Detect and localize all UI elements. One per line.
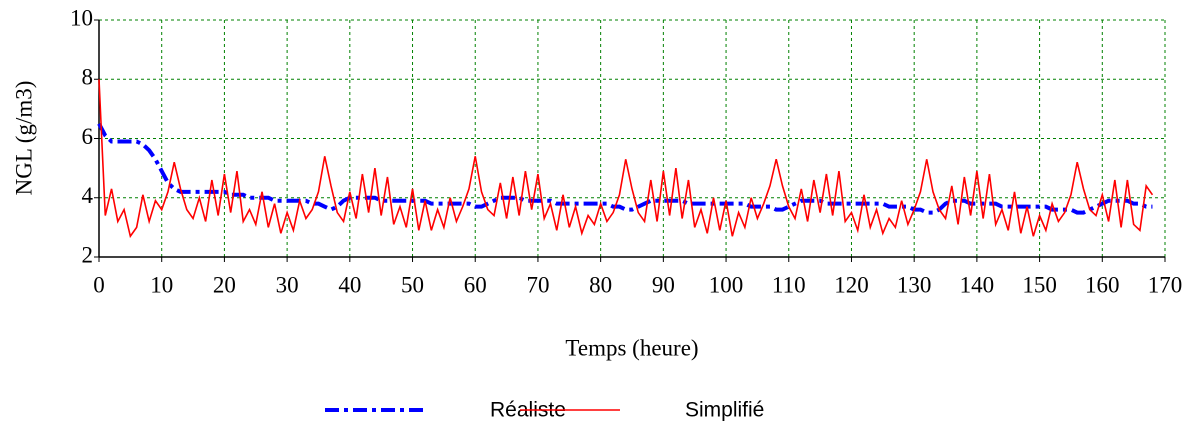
x-tick-label: 10: [150, 272, 173, 297]
y-tick-label: 2: [82, 242, 94, 267]
x-tick-label: 120: [834, 272, 869, 297]
y-tick-label: 4: [82, 183, 94, 208]
line-series: [98, 79, 1154, 239]
x-tick-label: 130: [897, 272, 932, 297]
x-tick-label: 150: [1022, 272, 1057, 297]
x-tick-label: 70: [526, 272, 549, 297]
x-tick-label: 110: [772, 272, 806, 297]
x-tick-label: 40: [338, 272, 361, 297]
y-axis-title: NGL (g/m3): [11, 81, 36, 196]
x-tick-label: 60: [464, 272, 487, 297]
x-tick-label: 20: [213, 272, 236, 297]
legend-label: Simplifié: [685, 399, 764, 422]
x-tick-label: 100: [709, 272, 744, 297]
x-tick-label: 50: [401, 272, 424, 297]
x-tick-label: 30: [276, 272, 299, 297]
line-series: [97, 122, 1153, 215]
x-tick-label: 170: [1148, 272, 1183, 297]
x-tick-label: 160: [1085, 272, 1120, 297]
x-tick-label: 90: [652, 272, 675, 297]
x-tick-label: 140: [960, 272, 995, 297]
y-tick-label: 8: [82, 65, 94, 90]
x-tick-label: 0: [93, 272, 105, 297]
y-tick-label: 6: [82, 124, 94, 149]
x-axis-title: Temps (heure): [565, 335, 698, 360]
y-tick-label: 10: [70, 5, 93, 30]
x-tick-label: 80: [589, 272, 612, 297]
